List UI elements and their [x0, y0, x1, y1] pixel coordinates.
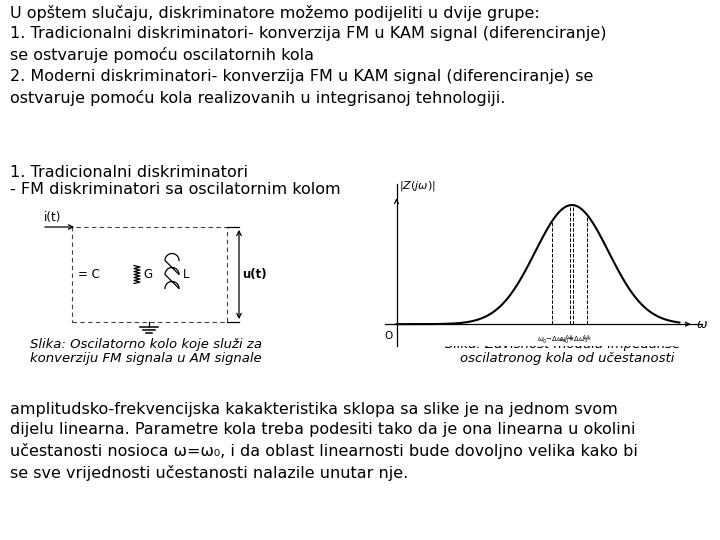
Text: $\omega_0^{}\!\!-\!\Delta\omega_s$: $\omega_0^{}\!\!-\!\Delta\omega_s$	[537, 334, 567, 345]
Text: konverziju FM signala u AM signale: konverziju FM signala u AM signale	[30, 352, 261, 365]
Text: amplitudsko-frekvencijska kakakteristika sklopa sa slike je na jednom svom
dijel: amplitudsko-frekvencijska kakakteristika…	[10, 402, 638, 481]
Text: $\omega_0^{}\!\!+\!\Delta\omega_s$: $\omega_0^{}\!\!+\!\Delta\omega_s$	[559, 334, 588, 345]
Text: u(t): u(t)	[242, 268, 266, 281]
Text: - FM diskriminatori sa oscilatornim kolom: - FM diskriminatori sa oscilatornim kolo…	[10, 182, 341, 197]
Text: 1. Tradicionalni diskriminatori: 1. Tradicionalni diskriminatori	[10, 165, 248, 180]
Text: $\omega$: $\omega$	[696, 318, 708, 330]
Text: oscilatronog kola od učestanosti: oscilatronog kola od učestanosti	[460, 352, 675, 365]
Text: i(t): i(t)	[44, 211, 61, 224]
Text: $|Z(j\omega)|$: $|Z(j\omega)|$	[399, 179, 436, 193]
Text: Slika: Zavisnost modula impedanse: Slika: Zavisnost modula impedanse	[445, 338, 680, 351]
Text: O: O	[384, 332, 392, 341]
Text: = C: = C	[78, 268, 100, 281]
Text: Slika: Oscilatorno kolo koje služi za: Slika: Oscilatorno kolo koje služi za	[30, 338, 262, 351]
Text: $\omega_s$: $\omega_s$	[565, 334, 575, 343]
Bar	[72, 227, 227, 322]
Text: $\omega_k$: $\omega_k$	[582, 334, 593, 343]
Text: L: L	[183, 268, 189, 281]
Text: G: G	[143, 268, 152, 281]
Text: U opštem slučaju, diskriminatore možemo podijeliti u dvije grupe:
1. Tradicional: U opštem slučaju, diskriminatore možemo …	[10, 5, 606, 105]
